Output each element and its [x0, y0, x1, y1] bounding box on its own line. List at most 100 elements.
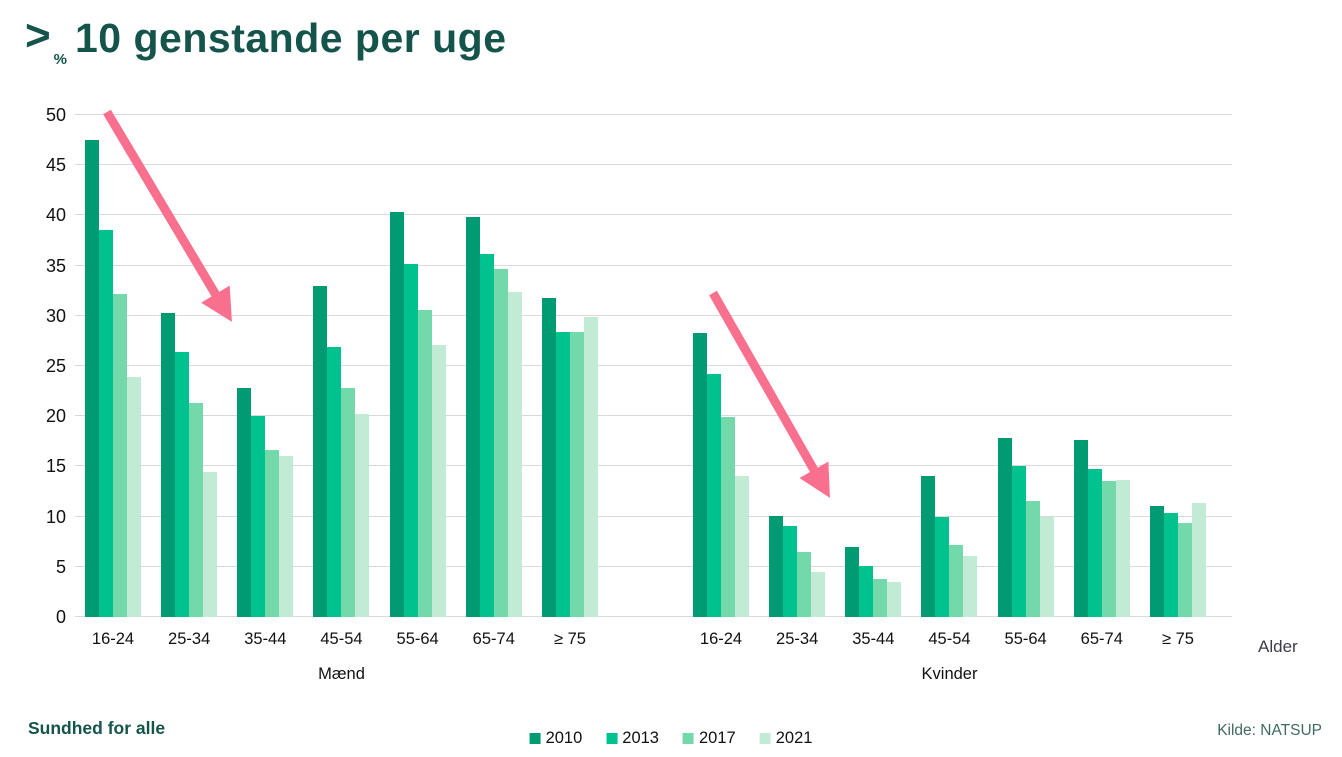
bar-kvinder-25-34-2017 — [797, 551, 812, 617]
x-tick-label: ≥ 75 — [1161, 630, 1194, 648]
legend-item-2013: 2013 — [606, 729, 659, 748]
x-axis-title: Alder — [1258, 637, 1298, 656]
bar-section-mænd: 16-24 25-34 35-44 45-54 55-64 65-74 ≥ 75 Mænd — [85, 115, 598, 683]
bar-mænd-45-54-2021 — [355, 414, 370, 617]
x-tick-label: 25-34 — [168, 630, 211, 648]
bar-group-kvinder-5: 65-74 — [1073, 440, 1130, 648]
y-tick-label-15: 15 — [45, 456, 66, 477]
bar-kvinder-25-34-2010 — [769, 515, 784, 617]
legend-label: 2017 — [699, 729, 736, 747]
bar-mænd-65-74-2010 — [465, 217, 480, 617]
x-tick-label: 65-74 — [1080, 630, 1123, 648]
bar-kvinder-45-54-2010 — [921, 476, 936, 617]
gridline-25 — [75, 365, 1232, 366]
bar-group-mænd-6: ≥ 75 — [541, 297, 598, 648]
bar-group-kvinder-3: 45-54 — [921, 476, 978, 648]
gridline-30 — [75, 314, 1232, 316]
bar-kvinder-55-64-2017 — [1025, 500, 1040, 617]
x-tick-label: 25-34 — [776, 630, 819, 648]
bar-kvinder-35-44-2021 — [887, 581, 902, 617]
legend-label: 2013 — [622, 729, 659, 747]
bar-kvinder-65-74-2017 — [1101, 481, 1116, 617]
bar-group-mænd-2: 35-44 — [237, 388, 294, 648]
y-tick-label-0: 0 — [55, 607, 66, 627]
bar-mænd-25-34-2010 — [161, 312, 176, 617]
legend-item-2017: 2017 — [683, 729, 736, 748]
gridline-40 — [75, 214, 1232, 216]
x-tick-label: 35-44 — [244, 630, 287, 648]
bar-kvinder-16-24-2010 — [693, 332, 707, 617]
bar-mænd-≥ 75-2010 — [541, 297, 556, 617]
bar-group-mænd-5: 65-74 — [465, 217, 522, 648]
bar-mænd-45-54-2017 — [341, 388, 356, 617]
bar-kvinder-65-74-2010 — [1073, 440, 1088, 617]
y-tick-label-40: 40 — [45, 205, 66, 226]
bar-kvinder-16-24-2021 — [735, 476, 749, 617]
bar-kvinder-55-64-2021 — [1039, 516, 1054, 617]
x-tick-label: 16-24 — [699, 630, 743, 648]
gridline-45 — [75, 164, 1232, 166]
x-tick-label: 35-44 — [852, 630, 895, 648]
bar-kvinder-35-44-2010 — [845, 546, 860, 617]
bar-kvinder-≥ 75-2017 — [1177, 522, 1192, 617]
legend-swatch-2010 — [529, 733, 541, 744]
bar-mænd-65-74-2017 — [493, 268, 508, 617]
bar-group-mænd-3: 45-54 — [313, 285, 370, 648]
bar-kvinder-≥ 75-2021 — [1191, 502, 1206, 617]
legend-swatch-2013 — [606, 733, 618, 744]
bar-mænd-55-64-2017 — [417, 309, 432, 617]
bar-mænd-35-44-2010 — [237, 388, 252, 617]
gridline-5 — [75, 565, 1232, 567]
bar-group-kvinder-1: 25-34 — [769, 515, 826, 648]
bar-kvinder-16-24-2013 — [707, 374, 721, 617]
bar-kvinder-45-54-2021 — [963, 555, 978, 617]
bar-kvinder-25-34-2021 — [811, 571, 826, 617]
bar-group-kvinder-2: 35-44 — [845, 546, 902, 648]
bar-mænd-55-64-2010 — [389, 212, 404, 617]
gridline-20 — [75, 415, 1232, 417]
bar-group-kvinder-4: 55-64 — [997, 438, 1054, 648]
x-tick-label: ≥ 75 — [553, 630, 586, 648]
bar-mænd-25-34-2013 — [175, 351, 190, 617]
legend-item-2010: 2010 — [529, 729, 583, 748]
bar-chart-plot-area: 16-24 25-34 35-44 45-54 55-64 65-74 ≥ 75 Mænd 16… — [75, 114, 1235, 683]
x-tick-label: 55-64 — [396, 630, 439, 648]
x-tick-label: 45-54 — [928, 630, 971, 648]
bar-kvinder-45-54-2017 — [949, 544, 964, 617]
bar-mænd-≥ 75-2021 — [583, 316, 598, 617]
percent-symbol: % — [53, 51, 67, 68]
bar-mænd-55-64-2021 — [431, 344, 446, 617]
bar-mænd-45-54-2013 — [327, 346, 342, 617]
bar-mænd-16-24-2013 — [99, 230, 113, 617]
bar-group-mænd-4: 55-64 — [389, 212, 446, 648]
greater-than-percent-icon: > % — [25, 11, 67, 69]
brand-text: Sundhed for alle — [28, 718, 166, 738]
bar-mænd-25-34-2021 — [203, 472, 218, 617]
bar-kvinder-65-74-2013 — [1087, 469, 1102, 617]
bar-kvinder-16-24-2017 — [721, 417, 735, 617]
y-tick-label-30: 30 — [45, 305, 66, 326]
legend-item-2021: 2021 — [759, 729, 813, 748]
bar-kvinder-35-44-2017 — [873, 578, 888, 617]
y-tick-label-5: 5 — [55, 556, 66, 577]
legend-swatch-2021 — [759, 733, 771, 744]
bar-group-mænd-0: 16-24 — [85, 140, 141, 648]
gridline-15 — [75, 465, 1232, 467]
y-tick-label-20: 20 — [45, 406, 66, 427]
legend-label: 2021 — [775, 729, 813, 747]
x-tick-label: 45-54 — [320, 630, 363, 648]
greater-than-symbol: > — [25, 11, 51, 60]
y-tick-label-50: 50 — [45, 105, 66, 125]
y-tick-label-35: 35 — [45, 255, 66, 276]
gridline-10 — [75, 515, 1232, 517]
bar-group-kvinder-0: 16-24 — [693, 332, 749, 648]
bar-mænd-45-54-2010 — [313, 285, 328, 617]
bar-kvinder-65-74-2021 — [1115, 480, 1130, 617]
legend-label: 2010 — [545, 729, 583, 747]
bar-mænd-65-74-2021 — [507, 291, 522, 617]
bar-mænd-35-44-2017 — [265, 450, 280, 617]
legend-swatch-2017 — [683, 733, 694, 744]
bar-kvinder-55-64-2013 — [1011, 466, 1026, 617]
gridline-35 — [75, 264, 1232, 266]
